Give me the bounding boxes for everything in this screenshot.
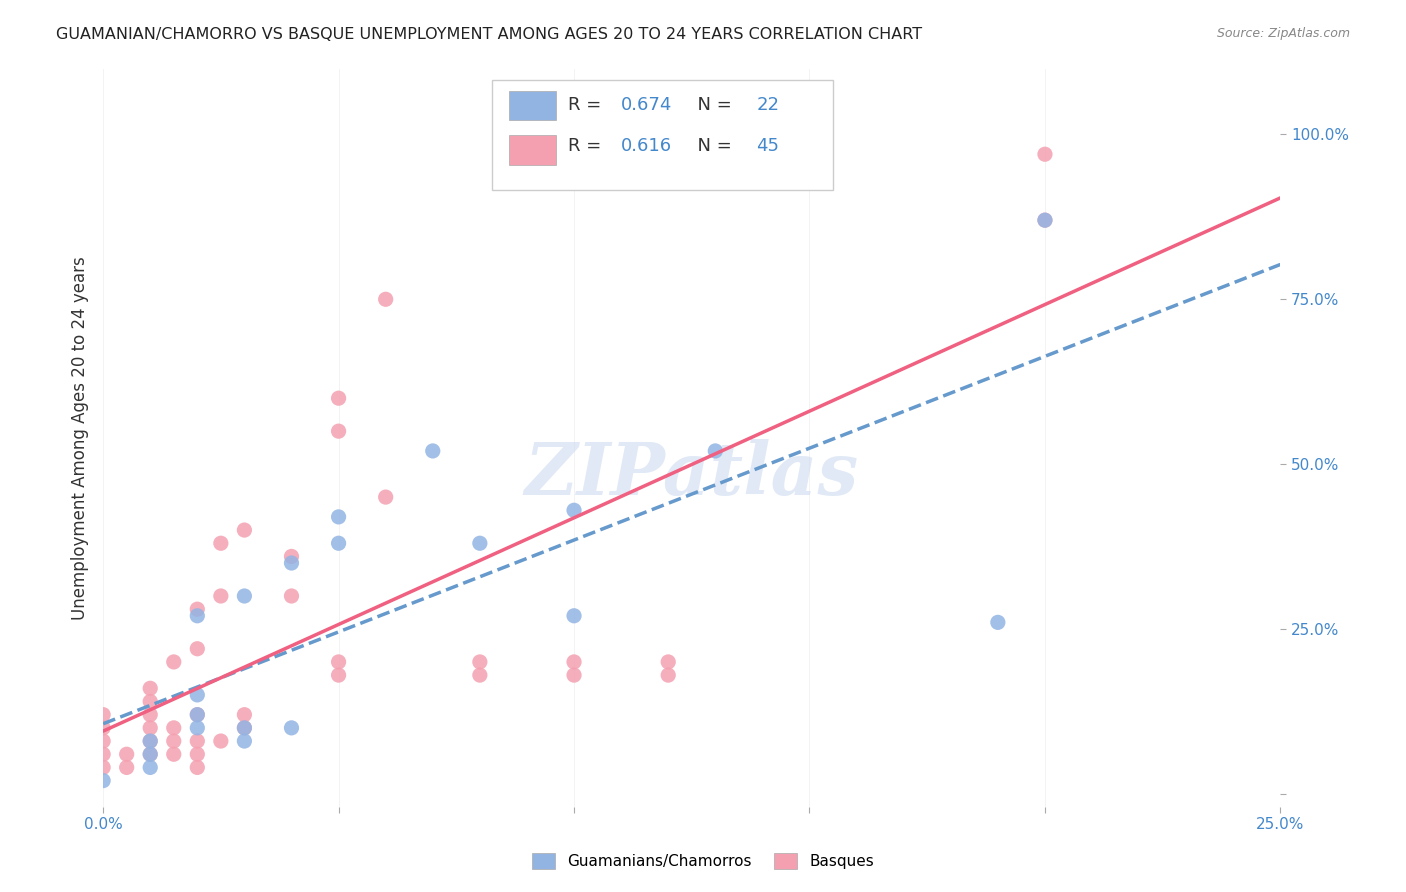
Point — [328, 536, 350, 550]
Point — [91, 760, 114, 774]
Text: GUAMANIAN/CHAMORRO VS BASQUE UNEMPLOYMENT AMONG AGES 20 TO 24 YEARS CORRELATION : GUAMANIAN/CHAMORRO VS BASQUE UNEMPLOYMEN… — [56, 27, 922, 42]
Point — [186, 721, 208, 735]
Text: 0.616: 0.616 — [621, 137, 672, 155]
Point — [328, 391, 350, 405]
Point — [374, 490, 396, 504]
Point — [1033, 213, 1056, 227]
Point — [328, 424, 350, 438]
Point — [186, 688, 208, 702]
Point — [186, 608, 208, 623]
FancyBboxPatch shape — [509, 91, 557, 120]
Point — [186, 641, 208, 656]
Point — [91, 734, 114, 748]
Point — [186, 707, 208, 722]
Point — [209, 589, 232, 603]
Point — [91, 721, 114, 735]
Point — [91, 773, 114, 788]
Point — [1033, 147, 1056, 161]
Text: 22: 22 — [756, 96, 779, 114]
Y-axis label: Unemployment Among Ages 20 to 24 years: Unemployment Among Ages 20 to 24 years — [72, 256, 89, 620]
Point — [328, 655, 350, 669]
Text: 45: 45 — [756, 137, 779, 155]
Point — [704, 444, 727, 458]
Point — [139, 721, 162, 735]
Text: 0.674: 0.674 — [621, 96, 672, 114]
Point — [468, 668, 491, 682]
Point — [328, 509, 350, 524]
Point — [115, 760, 138, 774]
FancyBboxPatch shape — [492, 79, 832, 190]
Point — [280, 556, 302, 570]
Point — [657, 668, 679, 682]
Point — [163, 747, 186, 762]
Point — [139, 747, 162, 762]
Point — [91, 747, 114, 762]
Point — [233, 523, 256, 537]
Point — [562, 503, 585, 517]
Text: N =: N = — [686, 137, 737, 155]
Point — [280, 549, 302, 564]
Point — [328, 668, 350, 682]
Point — [139, 694, 162, 708]
Point — [233, 734, 256, 748]
Text: R =: R = — [568, 137, 607, 155]
Point — [186, 734, 208, 748]
Point — [280, 721, 302, 735]
Point — [468, 536, 491, 550]
Point — [233, 721, 256, 735]
Point — [657, 655, 679, 669]
Point — [468, 655, 491, 669]
Point — [115, 747, 138, 762]
Point — [209, 734, 232, 748]
Point — [233, 589, 256, 603]
Point — [139, 760, 162, 774]
Point — [91, 707, 114, 722]
Point — [987, 615, 1010, 630]
Text: N =: N = — [686, 96, 737, 114]
Point — [139, 747, 162, 762]
Point — [163, 721, 186, 735]
Legend: Guamanians/Chamorros, Basques: Guamanians/Chamorros, Basques — [526, 847, 880, 875]
Point — [233, 721, 256, 735]
Point — [374, 293, 396, 307]
Point — [562, 668, 585, 682]
Point — [562, 655, 585, 669]
Point — [139, 681, 162, 696]
Point — [139, 734, 162, 748]
Point — [562, 608, 585, 623]
Point — [422, 444, 444, 458]
Text: ZIPatlas: ZIPatlas — [524, 439, 859, 510]
Point — [1033, 213, 1056, 227]
Point — [163, 655, 186, 669]
Point — [186, 707, 208, 722]
Text: Source: ZipAtlas.com: Source: ZipAtlas.com — [1216, 27, 1350, 40]
Point — [139, 707, 162, 722]
Point — [209, 536, 232, 550]
FancyBboxPatch shape — [509, 135, 557, 164]
Point — [186, 602, 208, 616]
Point — [139, 734, 162, 748]
Point — [163, 734, 186, 748]
Point — [186, 747, 208, 762]
Point — [280, 589, 302, 603]
Text: R =: R = — [568, 96, 607, 114]
Point — [186, 760, 208, 774]
Point — [233, 707, 256, 722]
